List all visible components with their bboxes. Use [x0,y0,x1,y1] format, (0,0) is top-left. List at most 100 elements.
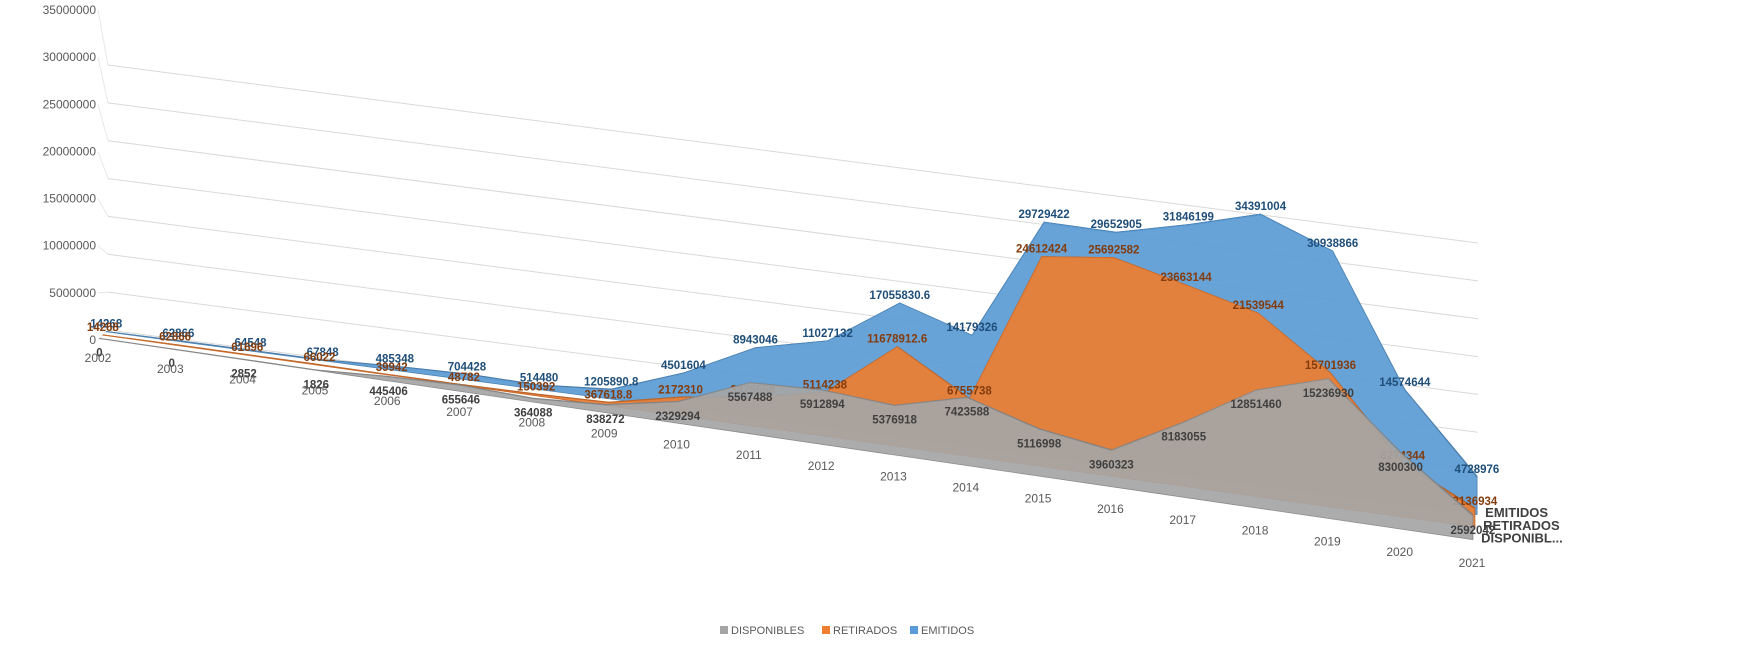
data-label: 14179326 [946,322,997,334]
data-label: 17055830.6 [869,290,930,302]
legend: DISPONIBLES RETIRADOS EMITIDOS [720,625,974,637]
data-label: 11027132 [802,328,853,340]
x-tick-label: 2009 [591,427,618,441]
data-label: 11678912.6 [867,334,927,346]
gridline-side [97,245,109,255]
x-tick-label: 2019 [1314,534,1341,548]
x-tick-label: 2013 [880,470,907,484]
y-tick-label: 10000000 [43,239,97,253]
area-face [99,338,1474,541]
data-label: 34391004 [1235,201,1287,213]
data-label: 2172310 [658,384,703,396]
data-label: 2136934 [1453,496,1498,508]
data-label: 24612424 [1016,244,1068,256]
data-label: 14268 [87,322,120,334]
x-tick-label: 2003 [157,362,184,376]
data-label: 2329294 [655,411,700,423]
data-label: 514480 [520,372,558,384]
data-label: 485348 [376,353,415,365]
x-tick-label: 2002 [85,351,112,365]
data-label: 62866 [162,328,194,340]
data-label: 1826 [304,379,330,391]
x-axis: 2002 2003 2004 2005 2006 2007 2008 2009 2010 2011… [85,351,1486,570]
data-label: 704428 [448,361,487,373]
data-label: 31846199 [1163,212,1214,224]
legend-swatch [720,626,728,634]
legend-swatch [910,626,918,634]
y-tick-label: 25000000 [43,97,97,111]
data-label: 61696 [231,342,263,354]
x-tick-label: 2012 [808,459,835,473]
y-tick-label: 30000000 [43,50,97,64]
data-label: 7423588 [944,407,989,419]
data-label: 3960323 [1089,459,1134,471]
data-label: 12851460 [1230,399,1281,411]
legend-label: DISPONIBLES [731,625,804,637]
data-label: 150392 [517,381,555,393]
data-label: 655646 [442,394,480,406]
y-tick-label: 5000000 [49,286,96,300]
data-label: 14574644 [1379,377,1431,389]
data-label: 0 [96,348,102,360]
data-label: 0 [169,358,175,370]
data-label: 67848 [307,347,340,359]
data-label: 5114238 [803,380,848,392]
data-label: 4501604 [661,360,706,372]
series-axis-label: RETIRADOS [1483,518,1560,533]
data-label: 2592042 [1450,525,1495,537]
data-label: 14268 [90,319,123,331]
x-tick-label: 2017 [1169,513,1196,527]
data-label: 39942 [376,362,408,374]
series-axis-label: EMITIDOS [1485,505,1548,520]
x-tick-label: 2006 [374,394,401,408]
data-label: 1205890.8 [584,377,639,389]
series-disponibles: 0 0 2852 1826 445406 655646 364088 838272 232929… [96,337,1495,541]
x-tick-label: 2021 [1459,556,1486,570]
x-tick-label: 2004 [229,373,256,387]
data-label: 445406 [369,386,407,398]
data-label: 8300300 [1378,462,1423,474]
series-axis-label: DISPONIBL... [1481,530,1563,545]
x-tick-label: 2008 [519,416,546,430]
x-tick-label: 2018 [1242,524,1269,538]
data-label: 15236930 [1303,388,1354,400]
data-label: 4728976 [1455,464,1500,476]
gridlines: 0 5000000 10000000 15000000 20000000 25000000… [43,3,1479,509]
legend-label: RETIRADOS [833,625,897,637]
gridline-side [97,198,109,217]
data-label: 364088 [514,408,553,420]
data-label: 29652905 [1091,219,1143,231]
data-label: 5567488 [728,392,773,404]
data-label: 64548 [235,337,268,349]
data-label: 6755738 [947,386,992,398]
x-tick-label: 2016 [1097,502,1124,516]
data-label: 8183055 [1161,431,1206,443]
data-label: 48782 [448,372,480,384]
data-label: 838272 [586,414,624,426]
x-tick-label: 2005 [302,383,329,397]
gridline-side [97,104,109,141]
x-tick-label: 2007 [446,405,473,419]
data-label: 30938866 [1307,238,1358,250]
data-label: 15701936 [1305,360,1356,372]
gridline-side [97,9,109,66]
data-label: 21539544 [1233,300,1285,312]
x-tick-label: 2011 [736,448,762,462]
data-label: 2852 [231,369,257,381]
legend-label: EMITIDOS [921,625,974,637]
x-tick-label: 2014 [952,480,979,494]
gridline [107,64,1479,244]
data-label: 23663144 [1160,272,1212,284]
gridline-side [97,291,109,294]
x-tick-label: 2010 [663,437,690,451]
y-tick-label: 35000000 [43,3,97,17]
data-label: 367618.8 [584,390,633,402]
data-label: 62866 [159,332,191,344]
data-label: 5116998 [1017,438,1062,450]
y-tick-label: 0 [89,333,96,347]
x-tick-label: 2020 [1386,545,1413,559]
gridline-side [97,57,109,103]
data-label: 8943046 [733,335,778,347]
legend-swatch [822,626,830,634]
data-label: 5912894 [800,399,845,411]
